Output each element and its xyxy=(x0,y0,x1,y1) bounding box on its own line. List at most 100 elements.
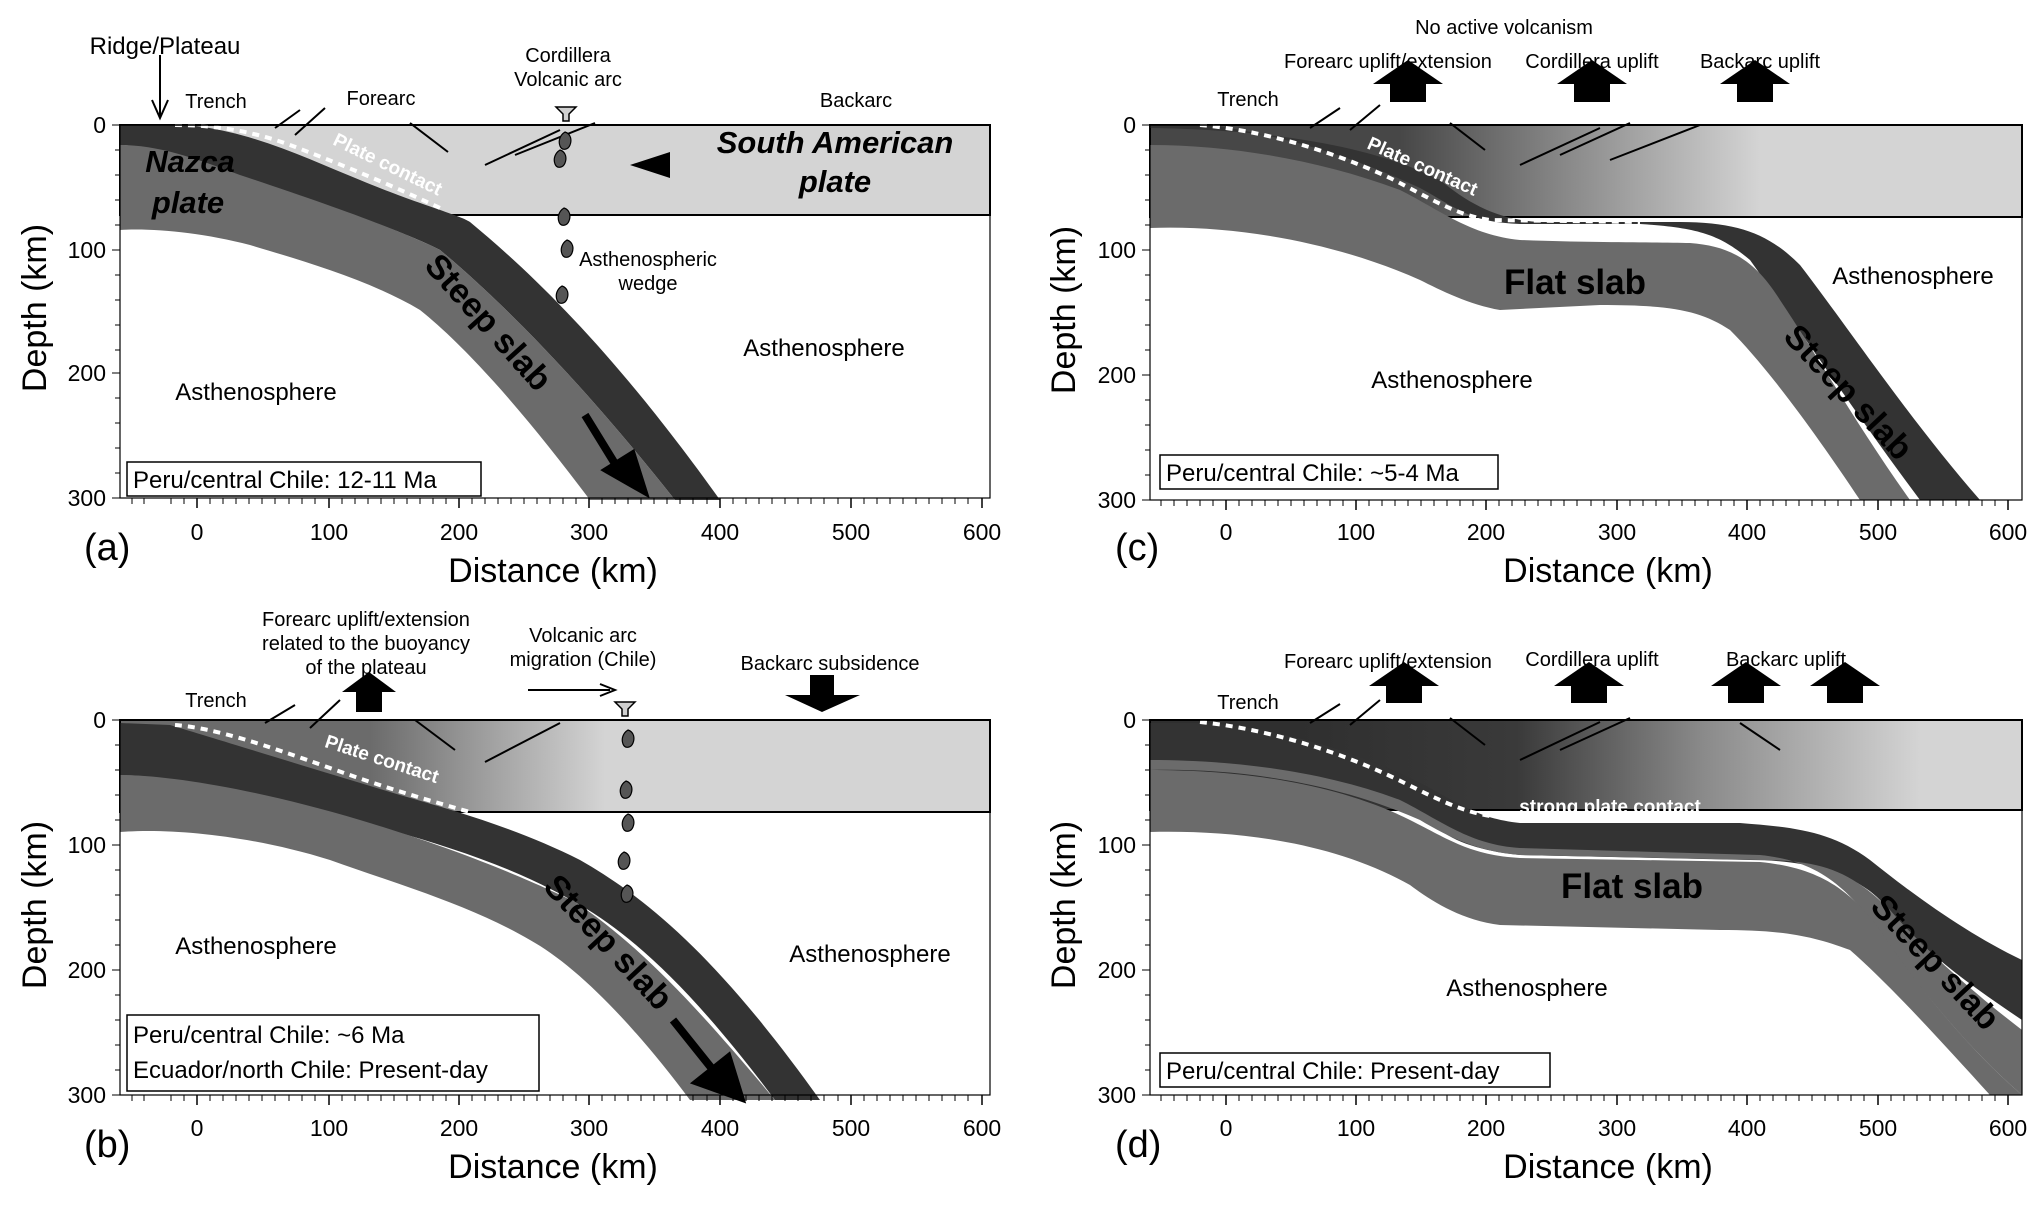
backarc-uplift-label: Backarc uplift xyxy=(1726,649,1846,671)
wedge-label: Asthenospheric xyxy=(579,249,717,271)
y-axis-label: Depth (km) xyxy=(16,224,54,392)
panel-a-geology xyxy=(119,55,991,500)
panel-a-frame xyxy=(112,124,991,508)
asthenosphere-label-right: Asthenosphere xyxy=(743,335,904,362)
x-tick: 100 xyxy=(310,519,348,545)
x-axis-label: Distance (km) xyxy=(1503,552,1713,590)
panel-d: 0 100 200 300 400 500 600 0 100 200 300 … xyxy=(1045,649,2027,1186)
nazca-label: Nazca xyxy=(145,144,235,179)
x-tick: 600 xyxy=(963,519,1001,545)
x-tick: 200 xyxy=(440,519,478,545)
panel-c-geology xyxy=(1149,60,2023,500)
y-tick: 300 xyxy=(68,485,106,511)
x-tick: 0 xyxy=(191,1115,204,1141)
y-tick: 200 xyxy=(68,360,106,386)
panel-a-annotations: Ridge/Plateau Trench Forearc Cordillera … xyxy=(90,33,954,497)
forearc-label: Forearc uplift/extension xyxy=(1284,51,1492,73)
x-tick: 200 xyxy=(440,1115,478,1141)
x-tick: 200 xyxy=(1467,1115,1505,1141)
cordillera-label: Cordillera xyxy=(525,45,611,67)
trench-label: Trench xyxy=(1217,692,1279,714)
y-tick: 300 xyxy=(1098,1082,1136,1108)
asthenosphere-label: Asthenosphere xyxy=(1371,367,1532,394)
asthenosphere-label: Asthenosphere xyxy=(1446,975,1607,1002)
x-tick: 500 xyxy=(1859,1115,1897,1141)
x-tick: 0 xyxy=(191,519,204,545)
y-tick: 200 xyxy=(1098,957,1136,983)
x-tick: 400 xyxy=(1728,519,1766,545)
backarc-label: Backarc subsidence xyxy=(741,653,920,675)
x-tick: 0 xyxy=(1220,1115,1233,1141)
plate-contact-label: strong plate contact xyxy=(1519,797,1701,818)
x-axis-label: Distance (km) xyxy=(1503,1148,1713,1186)
x-tick: 200 xyxy=(1467,519,1505,545)
x-axis-label: Distance (km) xyxy=(448,552,658,590)
panel-caption: Peru/central Chile: ~5-4 Ma xyxy=(1166,460,1459,487)
cordillera-label-2: Volcanic arc xyxy=(514,69,622,91)
panel-a: 0 100 200 300 400 500 600 0 100 200 300 … xyxy=(16,33,1001,590)
panel-caption: Peru/central Chile: Present-day xyxy=(1166,1058,1500,1085)
panel-b: 0 100 200 300 400 500 600 0 100 200 300 … xyxy=(16,609,1001,1186)
x-tick: 100 xyxy=(310,1115,348,1141)
asthenosphere-label-right: Asthenosphere xyxy=(789,941,950,968)
x-tick: 500 xyxy=(1859,519,1897,545)
panel-d-frame xyxy=(1142,719,2023,1105)
panel-letter: (a) xyxy=(84,527,130,569)
x-tick: 300 xyxy=(570,519,608,545)
nazca-label-2: plate xyxy=(151,185,224,220)
volcanic-arc-label: Volcanic arc xyxy=(529,625,637,647)
x-tick: 400 xyxy=(701,1115,739,1141)
y-tick: 100 xyxy=(1098,237,1136,263)
wedge-label-2: wedge xyxy=(618,273,678,295)
asthenosphere-label-right: Asthenosphere xyxy=(1832,263,1993,290)
panel-caption: Peru/central Chile: 12-11 Ma xyxy=(133,467,437,494)
y-tick: 300 xyxy=(1098,487,1136,513)
y-tick: 0 xyxy=(93,707,106,733)
x-tick: 300 xyxy=(1598,519,1636,545)
asthenosphere-label: Asthenosphere xyxy=(175,933,336,960)
ridge-label: Ridge/Plateau xyxy=(90,33,241,60)
no-volcanism-label: No active volcanism xyxy=(1415,17,1593,39)
panel-letter: (c) xyxy=(1115,527,1159,569)
y-tick: 0 xyxy=(1123,707,1136,733)
panel-d-geology xyxy=(1149,662,2023,1095)
trench-label: Trench xyxy=(185,91,247,113)
panel-b-geology xyxy=(119,672,991,1104)
cordillera-uplift-label: Cordillera uplift xyxy=(1525,649,1659,671)
forearc-label-2: related to the buoyancy xyxy=(262,633,470,655)
y-tick: 300 xyxy=(68,1082,106,1108)
x-tick: 600 xyxy=(1989,1115,2027,1141)
forearc-label: Forearc xyxy=(347,88,416,110)
x-axis-label: Distance (km) xyxy=(448,1148,658,1186)
x-tick: 300 xyxy=(570,1115,608,1141)
south-american-label-2: plate xyxy=(798,164,871,199)
x-tick: 300 xyxy=(1598,1115,1636,1141)
panel-d-axis-labels: 0 100 200 300 400 500 600 0 100 200 300 … xyxy=(1045,707,2027,1186)
backarc-uplift-label: Backarc uplift xyxy=(1700,51,1820,73)
south-american-label: South American xyxy=(717,125,954,160)
x-tick: 100 xyxy=(1337,1115,1375,1141)
x-tick: 600 xyxy=(1989,519,2027,545)
y-axis-label: Depth (km) xyxy=(1045,226,1083,394)
trench-label: Trench xyxy=(1217,89,1279,111)
flat-slab-label: Flat slab xyxy=(1561,867,1703,906)
x-tick: 400 xyxy=(701,519,739,545)
x-tick: 100 xyxy=(1337,519,1375,545)
y-tick: 100 xyxy=(68,832,106,858)
x-tick: 0 xyxy=(1220,519,1233,545)
trench-label: Trench xyxy=(185,690,247,712)
panel-c-frame xyxy=(1142,124,2023,510)
panel-b-frame xyxy=(112,719,991,1105)
forearc-label-3: of the plateau xyxy=(305,657,426,679)
panel-a-axis-labels: 0 100 200 300 400 500 600 0 100 200 300 … xyxy=(16,112,1001,590)
x-tick: 500 xyxy=(832,1115,870,1141)
panel-caption: Peru/central Chile: ~6 Ma xyxy=(133,1022,405,1049)
panel-letter: (b) xyxy=(84,1124,130,1166)
x-tick: 600 xyxy=(963,1115,1001,1141)
y-tick: 0 xyxy=(93,112,106,138)
y-axis-label: Depth (km) xyxy=(16,821,54,989)
forearc-label: Forearc uplift/extension xyxy=(262,609,470,631)
x-tick: 500 xyxy=(832,519,870,545)
backarc-label: Backarc xyxy=(820,90,892,112)
